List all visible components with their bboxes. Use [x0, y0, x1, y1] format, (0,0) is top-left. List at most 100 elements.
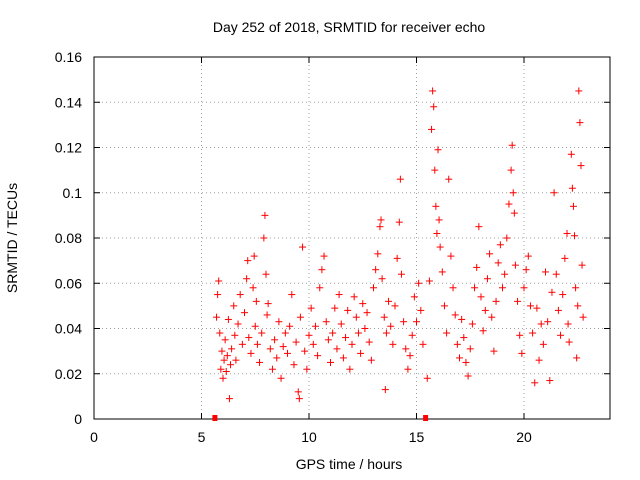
- data-point: [307, 304, 315, 312]
- data-point: [352, 313, 360, 321]
- data-point: [333, 345, 341, 353]
- data-point: [223, 352, 231, 360]
- data-point: [215, 277, 223, 285]
- data-point: [396, 175, 404, 183]
- data-point: [258, 329, 266, 337]
- data-point: [574, 302, 582, 310]
- data-point: [217, 365, 225, 373]
- data-point: [225, 395, 233, 403]
- data-point: [320, 252, 328, 260]
- x-axis-label: GPS time / hours: [296, 456, 403, 472]
- data-point: [567, 150, 575, 158]
- data-point: [367, 356, 375, 364]
- data-point: [271, 336, 279, 344]
- data-point: [473, 263, 481, 271]
- data-point: [508, 141, 516, 149]
- data-point: [514, 297, 522, 305]
- data-point: [417, 306, 425, 314]
- data-point: [494, 259, 502, 267]
- data-point: [361, 325, 369, 332]
- data-point: [425, 277, 433, 285]
- data-point: [464, 372, 472, 380]
- y-axis-label: SRMTID / TECUs: [4, 183, 20, 293]
- data-point: [247, 349, 255, 357]
- data-point: [241, 309, 248, 317]
- data-gap-marker: [423, 415, 429, 421]
- x-tick-label: 20: [516, 429, 532, 445]
- data-point: [350, 293, 358, 301]
- data-point: [281, 329, 289, 337]
- data-gap-marker: [212, 415, 218, 421]
- data-point: [438, 268, 446, 276]
- data-point: [503, 234, 511, 242]
- data-point: [344, 306, 352, 314]
- data-point: [221, 336, 229, 344]
- data-point: [571, 232, 579, 240]
- x-axis: 0 5 10 15 20: [90, 57, 532, 445]
- data-point: [216, 329, 224, 337]
- data-point: [220, 356, 228, 364]
- data-point: [451, 311, 459, 319]
- data-point: [413, 318, 420, 326]
- data-point: [479, 327, 487, 335]
- data-point: [445, 175, 453, 183]
- data-point: [250, 252, 258, 260]
- data-point: [244, 257, 252, 265]
- data-point: [376, 223, 384, 231]
- data-point: [546, 377, 554, 385]
- data-point: [575, 87, 583, 95]
- data-point: [526, 302, 534, 310]
- data-point: [537, 320, 545, 328]
- data-point: [299, 243, 307, 251]
- data-point: [372, 266, 380, 274]
- data-point: [318, 266, 326, 274]
- data-point: [507, 166, 515, 174]
- data-point: [408, 331, 416, 339]
- data-point: [488, 313, 496, 321]
- data-point: [260, 234, 268, 242]
- data-point: [402, 345, 410, 353]
- data-point: [573, 354, 581, 362]
- data-point: [314, 352, 322, 360]
- data-point: [471, 284, 479, 292]
- data-point: [577, 162, 585, 170]
- data-point: [354, 329, 362, 337]
- data-point: [303, 365, 311, 373]
- data-point: [492, 297, 500, 305]
- data-point: [433, 229, 441, 237]
- y-tick-label: 0.12: [55, 140, 82, 156]
- data-point: [395, 218, 403, 226]
- data-point: [213, 313, 221, 321]
- data-point: [290, 361, 298, 369]
- data-point: [466, 345, 474, 353]
- grid: [94, 57, 610, 419]
- data-point: [342, 334, 350, 342]
- data-point: [243, 275, 251, 283]
- data-point: [305, 331, 313, 339]
- data-point: [505, 200, 513, 208]
- data-point: [460, 334, 468, 342]
- data-point: [579, 313, 587, 321]
- y-tick-label: 0.04: [55, 321, 82, 337]
- data-point: [578, 261, 586, 269]
- y-tick-label: 0.08: [55, 230, 82, 246]
- data-point: [284, 349, 291, 357]
- data-point: [329, 329, 337, 337]
- data-point: [389, 340, 397, 348]
- data-point: [377, 216, 385, 224]
- data-point: [435, 216, 443, 224]
- y-tick-label: 0: [74, 411, 82, 427]
- data-point: [296, 313, 304, 321]
- data-point: [385, 297, 393, 305]
- data-point: [294, 388, 302, 396]
- data-point: [458, 315, 466, 323]
- data-point: [406, 352, 414, 360]
- data-point: [357, 349, 365, 357]
- data-point: [348, 340, 356, 348]
- data-point: [550, 189, 558, 197]
- y-tick-label: 0.1: [63, 185, 83, 201]
- data-point: [266, 345, 274, 353]
- data-point: [365, 338, 373, 346]
- data-point: [447, 252, 455, 260]
- data-point: [264, 300, 272, 308]
